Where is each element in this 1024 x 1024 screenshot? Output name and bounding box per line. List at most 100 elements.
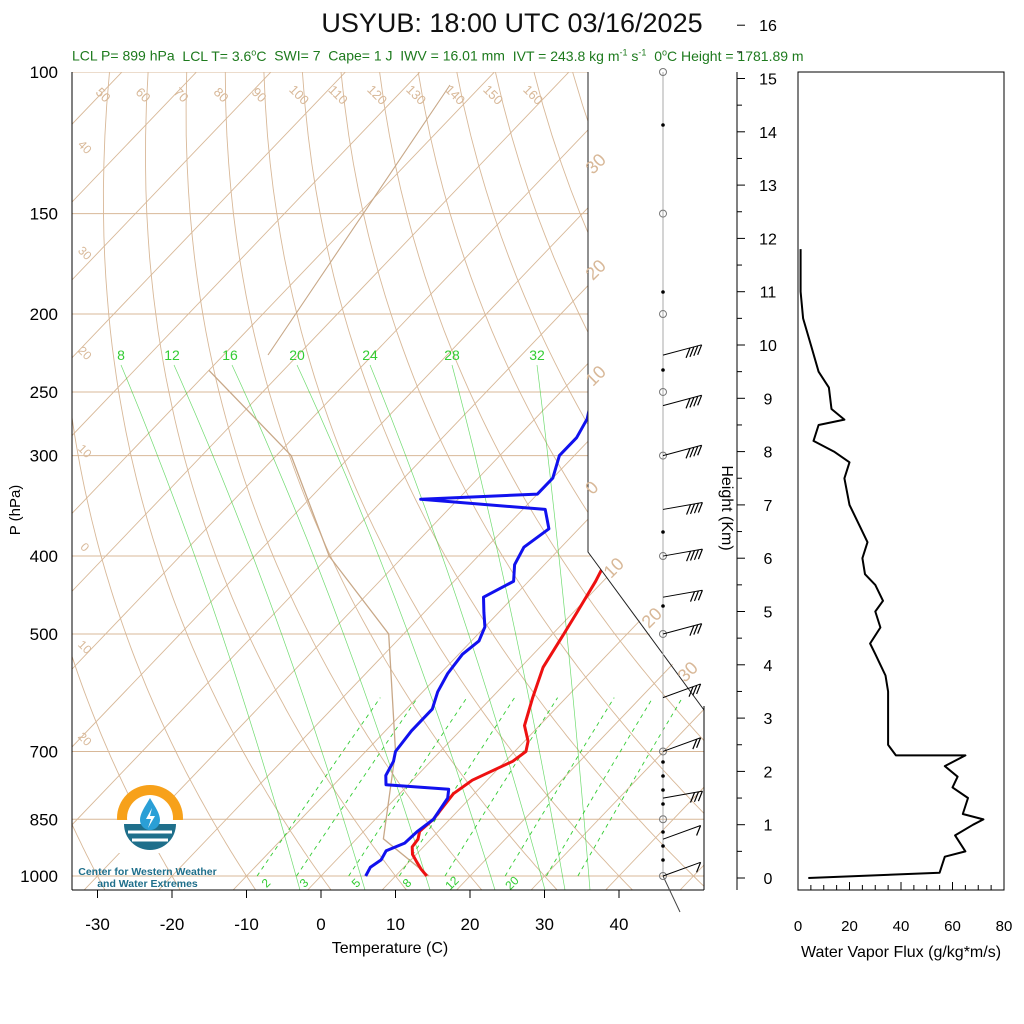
moist-adiabat-line [231, 364, 431, 890]
parcel-path-line [208, 369, 430, 877]
wind-barb [662, 589, 703, 602]
mixing-ratio-line [398, 697, 515, 877]
isotherm-line [755, 32, 1024, 890]
wind-barb-flag [693, 624, 699, 635]
logo-line-2: and Water Extremes [97, 878, 198, 890]
pressure-tick-label: 150 [30, 205, 58, 224]
height-tick-label: 9 [764, 391, 773, 408]
isotherm-line [83, 241, 704, 890]
mixing-ratio-top-label: 8 [117, 347, 125, 363]
height-tick-label: 11 [760, 285, 777, 302]
wind-barb-flag [697, 548, 703, 560]
wind-level-dot [661, 530, 665, 534]
height-tick-label: 0 [764, 871, 773, 888]
dry-adiabat-line [301, 72, 704, 887]
wind-barb [662, 501, 703, 515]
chart-title: USYUB: 18:00 UTC 03/16/2025 [321, 8, 703, 38]
wind-level-marker [659, 815, 667, 824]
moist-adiabat-line [536, 364, 591, 890]
wind-barb-flag [693, 446, 699, 457]
temperature-axis-label: Temperature (C) [332, 940, 448, 957]
wind-barb-staff [662, 444, 702, 457]
flux-frame [797, 71, 1005, 891]
lcl-pressure: LCL P= 899 hPa [72, 47, 175, 64]
adiabat-label-left: 20 [75, 343, 95, 363]
wind-level-marker [659, 451, 667, 460]
wind-barb-staff [662, 683, 701, 699]
water-vapor-flux-line [799, 249, 985, 879]
moist-adiabat-line [296, 364, 496, 890]
isotherm-line [72, 72, 496, 515]
dry-adiabat-line [379, 72, 704, 742]
wind-barb-staff [662, 790, 703, 799]
wind-level-marker [659, 629, 667, 638]
domain-mask [588, 72, 704, 706]
dry-adiabat-line [649, 72, 704, 203]
moist-adiabat-line [173, 364, 366, 890]
wind-level-dot [661, 858, 665, 862]
wind-barb-flag [697, 344, 703, 356]
mixing-ratio-top-label: 28 [444, 347, 460, 363]
height-tick-label: 6 [764, 551, 773, 568]
pressure-tick-label: 850 [30, 810, 58, 829]
domain-boundary-line [587, 72, 705, 711]
pressure-tick-label: 200 [30, 305, 58, 324]
wind-barbs [659, 68, 703, 913]
pressure-tick-label: 400 [30, 547, 58, 566]
wind-barb-flag [697, 445, 703, 456]
height-tick-label: 15 [759, 72, 777, 89]
wind-barb-flag [686, 550, 692, 562]
wind-barb [662, 344, 703, 359]
wind-barb-flag [697, 502, 703, 513]
logo-bolt-icon [146, 808, 155, 828]
dry-adiabat-line [185, 72, 483, 890]
moist-adiabat-line [451, 364, 566, 890]
wind-barb-flag [689, 550, 696, 561]
pressure-tick-label: 250 [30, 383, 58, 402]
ivt-value: IVT = 243.8 kg m-1 s-1 [512, 47, 647, 64]
wind-barb-flag [697, 790, 703, 802]
pressure-tick-label: 100 [30, 63, 58, 82]
mixing-ratio-line [546, 697, 654, 877]
wind-barb-flag [685, 398, 691, 409]
mixing-ratio-top-label: 12 [164, 347, 180, 363]
dry-adiabat-line [72, 823, 106, 890]
wind-barb [662, 790, 703, 803]
height-tick-label: 8 [764, 445, 773, 462]
isotherm-line [456, 630, 704, 890]
wind-barb [662, 548, 703, 562]
plot-mask [587, 72, 705, 711]
height-tick-label: 10 [759, 338, 777, 355]
freezing-height: 0oC Height = 1781.89 m [654, 47, 804, 64]
height-tick-label: 1 [764, 818, 773, 835]
wind-barb-flag [697, 395, 703, 406]
mixing-ratio-top-label: 16 [222, 347, 238, 363]
wind-barb [662, 861, 702, 877]
dry-adiabat-line [72, 654, 181, 890]
wind-barb-staff [662, 501, 703, 510]
flux-tick-label: 0 [794, 918, 802, 935]
wind-barb-staff [662, 825, 701, 840]
wind-level-dot [661, 290, 665, 294]
height-tick-label: 16 [759, 18, 777, 35]
wind-barb-flag [696, 737, 702, 749]
height-tick-label: 7 [764, 498, 773, 515]
wind-barb-flag [685, 448, 691, 459]
isotherm-line [72, 72, 570, 592]
wind-barb-flag [693, 549, 700, 561]
temperature-tick-label: 20 [461, 915, 480, 934]
wind-barb-flag [697, 590, 703, 601]
lcl-temperature: LCL T= 3.6oC [182, 47, 267, 64]
wind-level-dot [661, 368, 665, 372]
height-tick-label: 14 [759, 125, 777, 142]
wind-barb-staff [662, 394, 702, 407]
pressure-tick-label: 1000 [20, 867, 58, 886]
wind-level-dot [661, 604, 665, 608]
isotherm-line [307, 475, 704, 890]
dry-adiabat-line [72, 414, 257, 890]
dry-adiabat-line [766, 72, 1024, 893]
wind-barb-flag [693, 345, 699, 357]
wind-barb-flag [689, 397, 695, 408]
dry-adiabat-line [145, 72, 408, 890]
